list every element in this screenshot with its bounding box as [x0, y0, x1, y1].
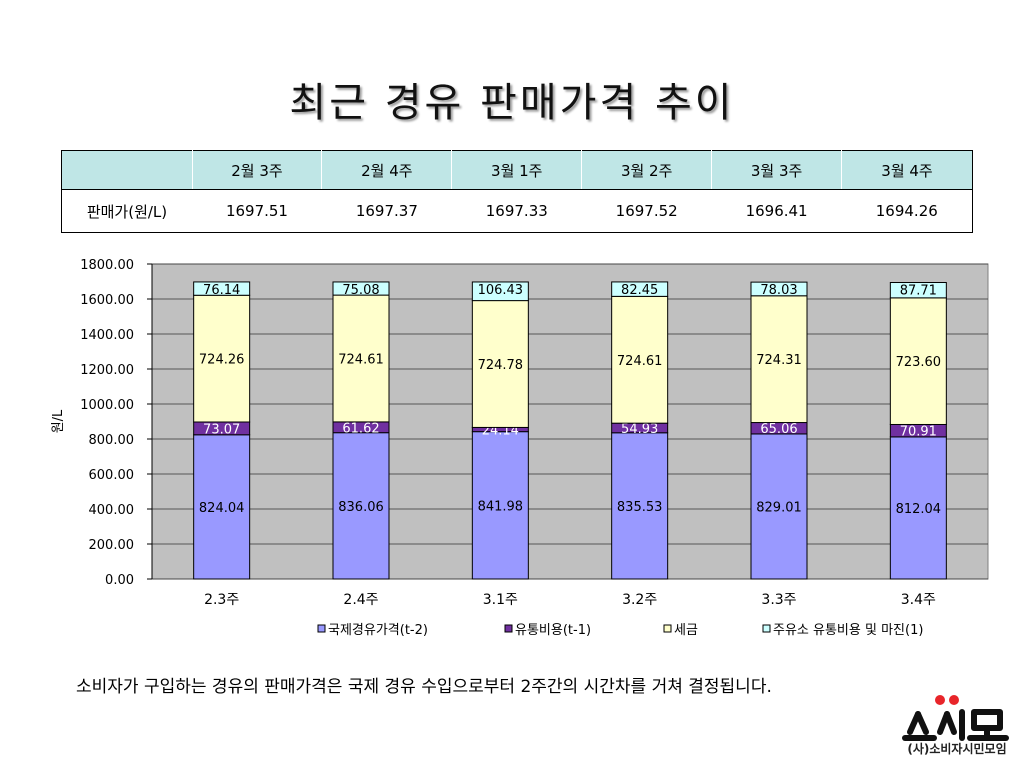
y-tick-label: 800.00	[89, 433, 135, 448]
bar-segment	[611, 432, 669, 580]
y-tick-label: 1200.00	[80, 363, 134, 378]
legend-label: 주유소 유통비용 및 마진(1)	[773, 623, 923, 638]
bar-segment	[193, 281, 251, 296]
data-label: 106.43	[478, 283, 524, 298]
price-table-header-cell: 3월 4주	[841, 150, 973, 190]
bar-segment	[193, 434, 251, 580]
legend-swatch	[504, 624, 513, 633]
data-label: 724.31	[756, 353, 802, 368]
price-table-header-cell: 2월 3주	[192, 150, 323, 190]
price-table-header-cell: 3월 3주	[711, 150, 843, 190]
data-label: 841.98	[478, 499, 524, 514]
data-label: 824.04	[199, 501, 245, 516]
legend-swatch	[762, 624, 771, 633]
price-table-row-label: 판매가(원/L)	[61, 189, 192, 233]
x-tick-label: 3.1주	[483, 592, 518, 608]
y-axis-label: 원/L	[51, 409, 66, 433]
bar-segment	[332, 294, 390, 423]
y-tick-label: 1000.00	[80, 398, 134, 413]
y-tick-label: 600.00	[89, 468, 135, 483]
bar-segment	[889, 436, 947, 580]
legend-swatch	[317, 624, 326, 633]
bar-segment	[889, 282, 947, 299]
data-label: 724.61	[617, 354, 663, 369]
legend-label: 국제경유가격(t-2)	[328, 623, 428, 638]
y-tick-label: 1800.00	[80, 258, 134, 273]
price-table-header-cell	[61, 150, 193, 190]
x-tick-label: 3.2주	[622, 592, 657, 608]
data-label: 78.03	[760, 283, 797, 298]
bar-segment	[471, 300, 529, 428]
bar-segment	[750, 281, 808, 297]
price-table-cell: 1697.33	[451, 189, 582, 233]
price-table-row: 판매가(원/L) 1697.51 1697.37 1697.33 1697.52…	[61, 189, 973, 233]
data-label: 70.91	[900, 425, 937, 440]
bar-segment	[332, 432, 390, 580]
x-tick-label: 3.4주	[901, 592, 936, 608]
price-table-header-cell: 3월 2주	[581, 150, 713, 190]
x-tick-label: 3.3주	[761, 592, 796, 608]
plot-area	[151, 263, 989, 580]
data-label: 75.08	[342, 283, 379, 298]
consumer-citizens-logo	[902, 695, 1009, 741]
data-label: 724.61	[338, 353, 384, 368]
bar-segment	[611, 281, 669, 297]
data-label: 829.01	[756, 500, 802, 515]
data-label: 73.07	[203, 422, 240, 437]
data-label: 724.26	[199, 353, 245, 368]
footnote: 소비자가 구입하는 경유의 판매가격은 국제 경유 수입으로부터 2주간의 시간…	[76, 677, 772, 697]
price-table-header-cell: 3월 1주	[451, 150, 583, 190]
price-table-cell: 1697.52	[581, 189, 712, 233]
legend-label: 유통비용(t-1)	[515, 623, 591, 638]
data-label: 835.53	[617, 500, 663, 515]
price-table-cell: 1697.51	[192, 189, 322, 233]
y-tick-label: 200.00	[89, 538, 135, 553]
data-label: 65.06	[760, 422, 797, 437]
logo-caption: (사)소비자시민모임	[907, 742, 1007, 756]
y-tick-label: 400.00	[89, 503, 135, 518]
data-label: 76.14	[203, 283, 240, 298]
bar-segment	[332, 281, 390, 296]
data-label: 836.06	[338, 500, 384, 515]
bar-segment	[750, 433, 808, 580]
page-title: 최근 경유 판매가격 추이	[289, 80, 735, 126]
data-label: 812.04	[896, 502, 942, 517]
data-label: 61.62	[342, 421, 379, 436]
bar-segment	[193, 294, 251, 423]
price-table-cell: 1697.37	[321, 189, 452, 233]
data-label: 54.93	[621, 422, 658, 437]
legend-label: 세금	[674, 623, 698, 638]
stacked-bar-chart: 0.00 200.00 400.00 600.00 800.00 1000.00 1200.…	[51, 258, 989, 638]
price-table-header-cell: 2월 4주	[321, 150, 453, 190]
bar-segment	[471, 281, 529, 302]
bar-segment	[750, 295, 808, 424]
y-tick-label: 0.00	[105, 573, 134, 588]
bar-segment	[611, 295, 669, 424]
price-table-header-row: 2월 3주 2월 4주 3월 1주 3월 2주 3월 3주 3월 4주	[61, 150, 973, 190]
data-label: 82.45	[621, 283, 658, 298]
y-tick-label: 1400.00	[80, 328, 134, 343]
legend-swatch	[663, 624, 672, 633]
y-tick-label: 1600.00	[80, 293, 134, 308]
price-table-cell: 1696.41	[711, 189, 842, 233]
price-table-cell: 1694.26	[841, 189, 973, 233]
x-tick-label: 2.4주	[343, 592, 378, 608]
data-label: 723.60	[896, 355, 942, 370]
x-tick-label: 2.3주	[204, 592, 239, 608]
price-table: 2월 3주 2월 4주 3월 1주 3월 2주 3월 3주 3월 4주 판매가(…	[61, 150, 973, 233]
data-label: 724.78	[478, 358, 524, 373]
data-label: 87.71	[900, 284, 937, 299]
